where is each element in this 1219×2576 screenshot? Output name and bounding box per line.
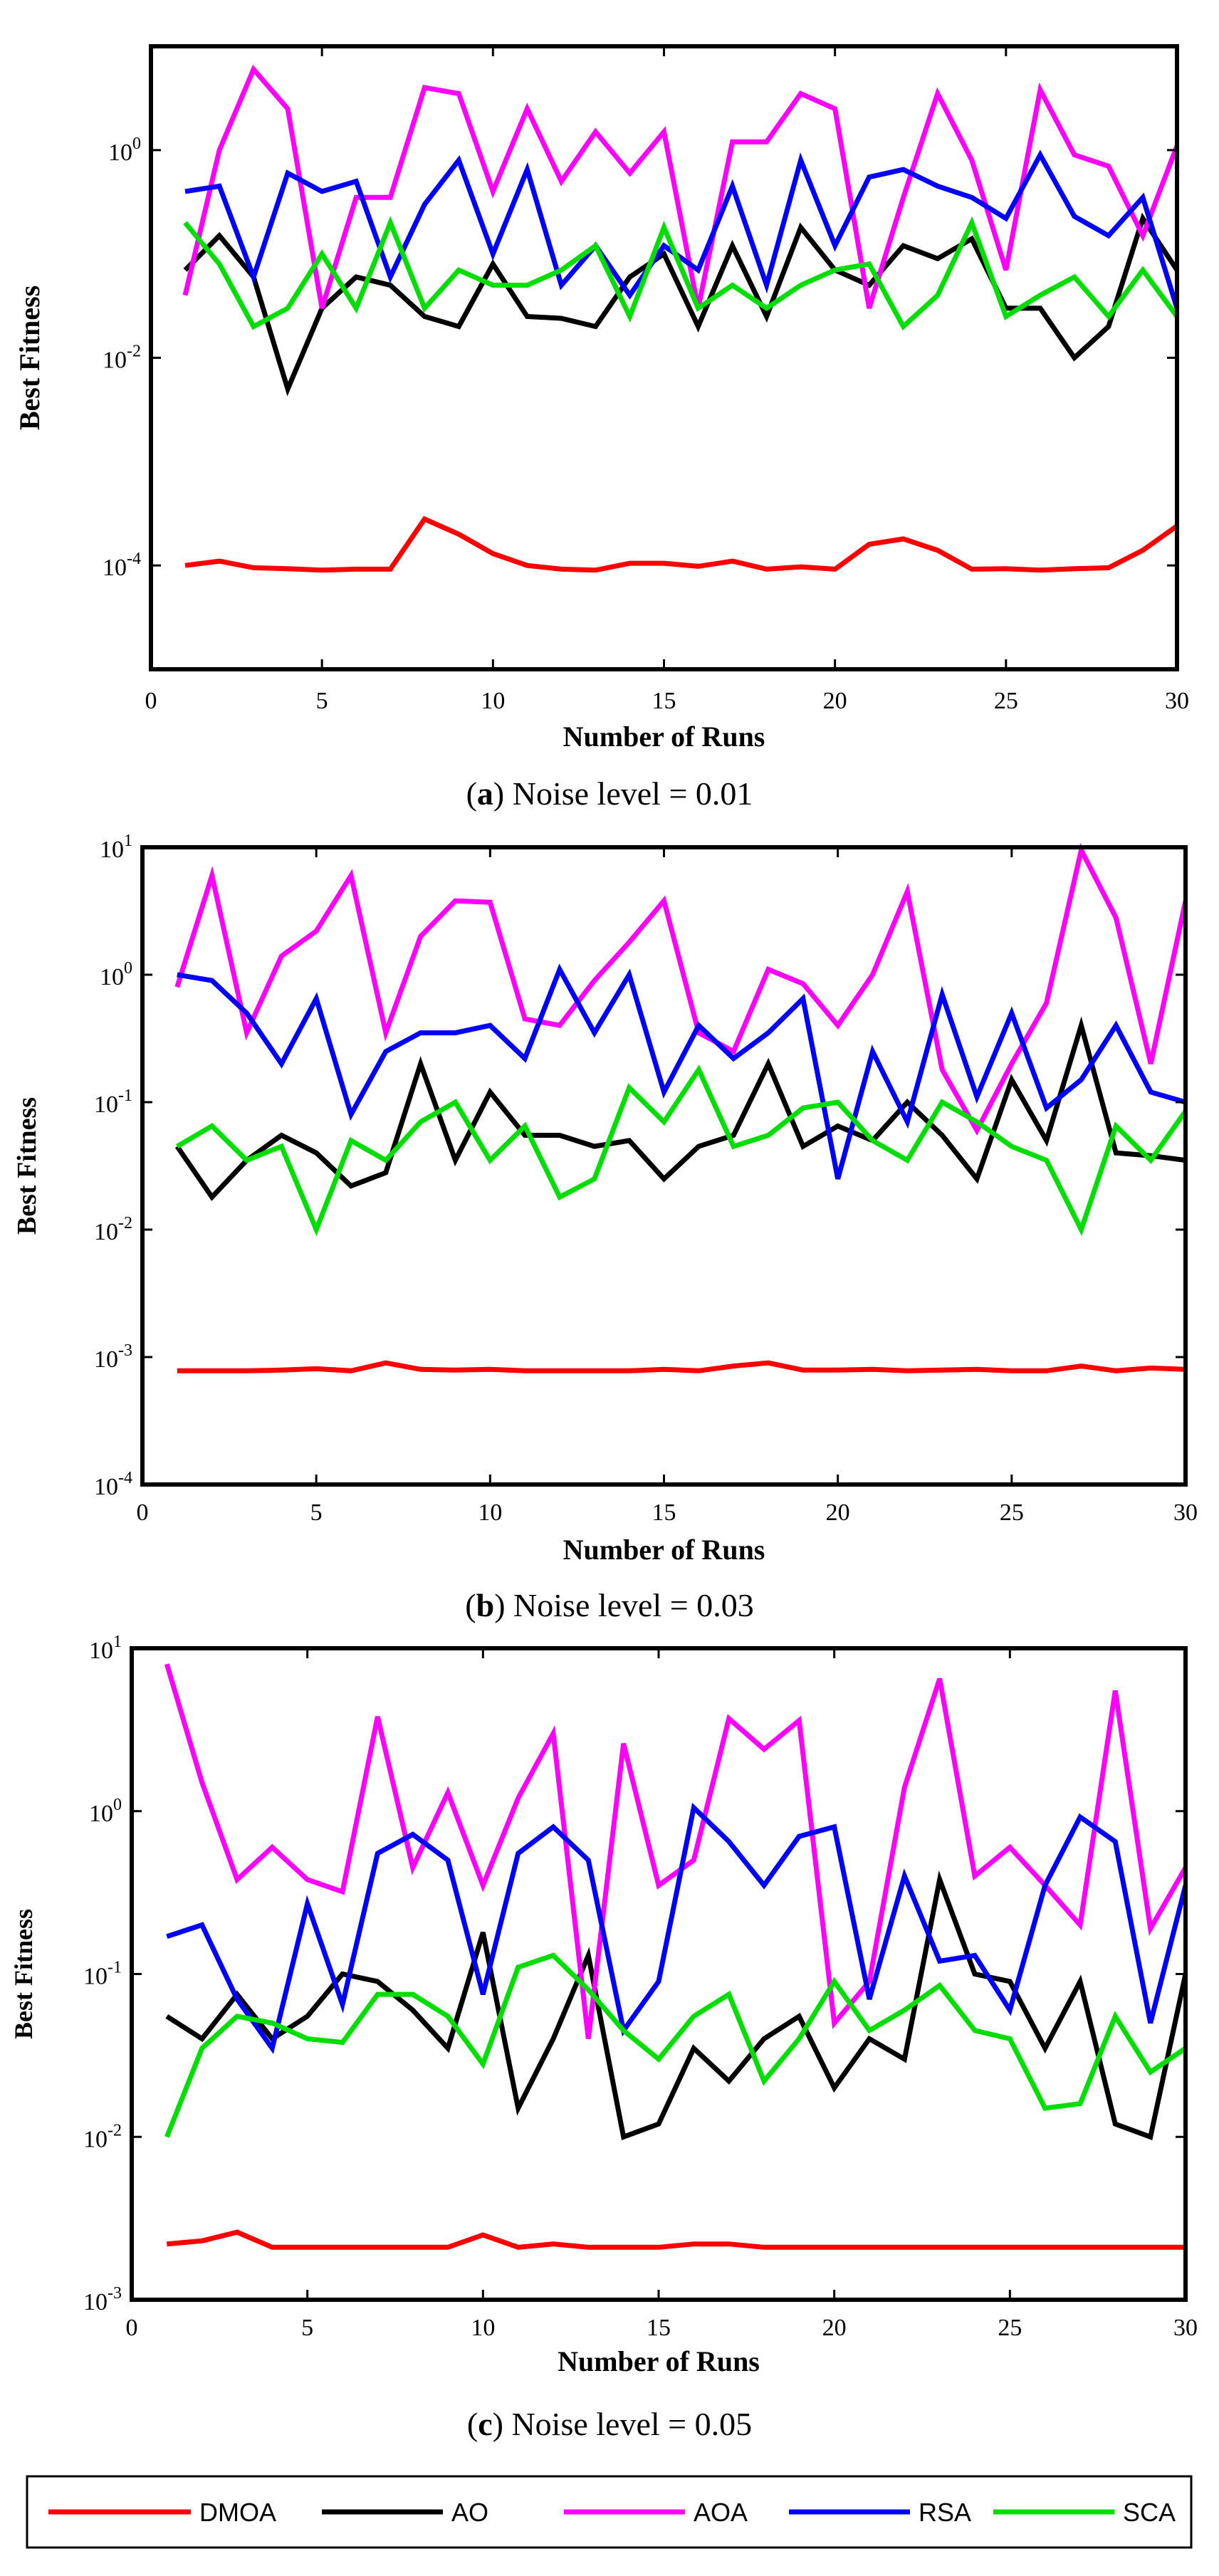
y-tick-label: 10-3 [83,2284,122,2315]
legend-label: RSA [919,2498,971,2527]
y-tick-label: 101 [100,832,132,863]
y-tick-label: 10-3 [94,1341,132,1373]
x-tick-label: 30 [1173,2315,1198,2341]
x-tick-label: 15 [652,688,676,714]
x-tick-label: 0 [137,1499,149,1526]
legend-item-dmoa: DMOA [48,2498,276,2527]
x-tick-label: 10 [471,2315,495,2341]
x-axis-label: Number of Runs [563,1534,765,1566]
y-tick-label: 10-4 [103,550,141,581]
x-tick-label: 20 [826,1499,850,1526]
y-tick-label: 100 [100,959,132,990]
x-tick-label: 0 [126,2315,138,2341]
legend-item-sca: SCA [993,2498,1176,2527]
panel-caption: (c) Noise level = 0.05 [467,2406,752,2442]
legend-item-ao: AO [322,2498,488,2527]
x-tick-label: 0 [145,688,157,714]
x-tick-label: 30 [1173,1499,1198,1526]
legend-item-aoa: AOA [564,2498,748,2527]
x-tick-label: 5 [301,2315,313,2341]
legend-item-rsa: RSA [789,2498,971,2527]
series-line-sca [183,216,1179,331]
series-line-dmoa [184,515,1179,573]
y-tick-label: 10-1 [83,1959,122,1990]
y-tick-label: 10-2 [83,2121,122,2152]
chart-panel-c: 0 5 10 15 20 25 30 10-3 10-2 10-1 100 101 Number of … [9,1633,1198,2442]
x-tick-label: 15 [647,2315,671,2341]
series-line-dmoa [166,2229,1186,2250]
x-tick-label: 5 [316,688,328,714]
x-tick-label: 20 [823,688,847,714]
series-line-aoa [182,64,1180,309]
x-axis-label: Number of Runs [563,721,765,753]
x-tick-label: 5 [310,1499,323,1526]
y-tick-label: 100 [89,1796,122,1827]
x-tick-label: 25 [1000,1499,1024,1526]
series-line-sca [176,1064,1188,1237]
legend-label: AOA [694,2498,748,2527]
y-axis-label: Best Fitness [12,1097,42,1235]
y-axis-label: Best Fitness [9,1909,38,2039]
series-line-rsa [166,1802,1188,2055]
x-tick-label: 10 [481,688,505,714]
x-tick-label: 10 [478,1499,502,1526]
y-tick-label: 101 [89,1633,122,1664]
panel-caption: (b) Noise level = 0.03 [465,1587,753,1623]
y-tick-label: 10-4 [94,1469,132,1500]
series-line-rsa [177,963,1186,1180]
series-line-rsa [184,150,1180,309]
chart-panel-a: 0 5 10 15 20 25 30 10-4 10-2 100 Number of Runs Bes… [14,44,1189,812]
series-line-aoa [174,842,1188,1136]
series-line-sca [164,1952,1187,2138]
y-tick-label: 10-2 [94,1214,132,1245]
x-tick-label: 25 [994,688,1018,714]
series-line-ao [183,212,1179,397]
y-axis-label: Best Fitness [14,286,46,430]
y-tick-label: 10-2 [103,342,141,374]
x-tick-label: 30 [1165,688,1189,714]
panel-caption: (a) Noise level = 0.01 [466,775,753,812]
legend: DMOA AO AOA RSA SCA [26,2475,1193,2549]
x-axis-label: Number of Runs [558,2345,760,2377]
series-line-dmoa [177,1360,1186,1373]
legend-label: AO [451,2498,488,2527]
x-tick-label: 25 [998,2315,1022,2341]
plot-area [142,847,1186,1485]
y-tick-label: 10-1 [94,1087,132,1118]
y-tick-label: 100 [108,135,141,166]
legend-label: DMOA [199,2498,276,2527]
series-line-ao [174,1016,1186,1201]
legend-label: SCA [1123,2498,1176,2527]
chart-panel-b: 0 5 10 15 20 25 30 10-4 10-3 10-2 10-1 100 101 Number… [12,832,1198,1623]
series-line-aoa [164,1663,1188,2039]
x-tick-label: 20 [822,2315,847,2341]
x-tick-label: 15 [652,1499,676,1526]
